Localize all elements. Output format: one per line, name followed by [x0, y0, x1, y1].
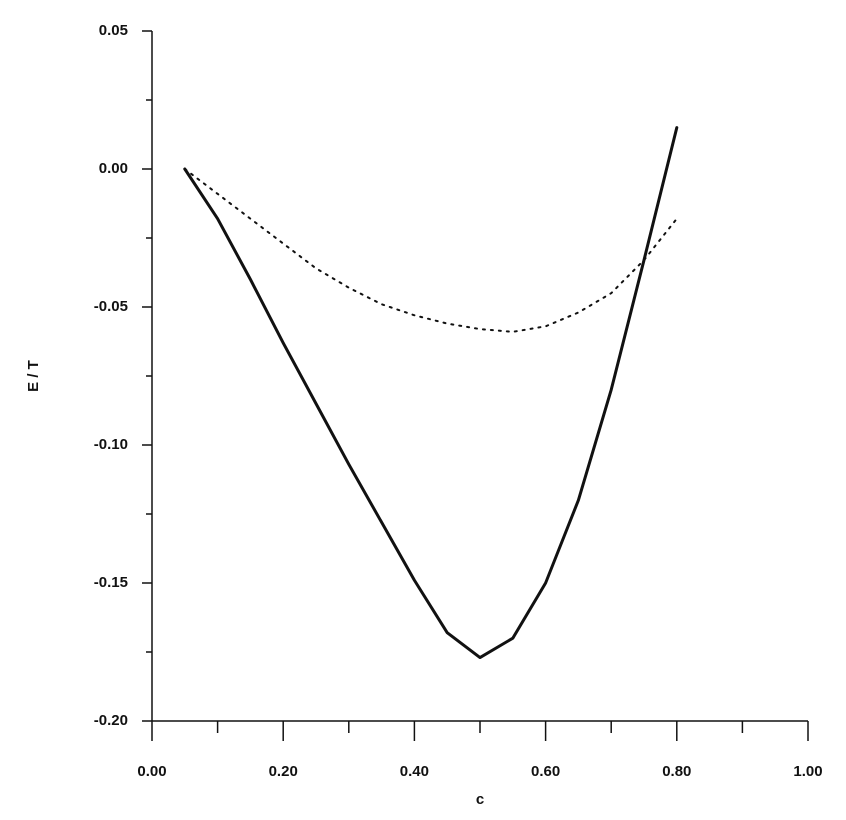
- x-tick-label: 0.80: [662, 763, 691, 780]
- series-line: [183, 126, 679, 660]
- x-tick-label: 0.20: [269, 763, 298, 780]
- x-tick-label: 0.60: [531, 763, 560, 780]
- y-axis-label: E / T: [25, 360, 42, 392]
- y-tick-label: -0.05: [94, 298, 128, 315]
- y-tick-label: 0.05: [99, 22, 128, 39]
- series-line: [183, 168, 678, 333]
- x-axis-label: c: [476, 791, 484, 808]
- x-tick-label: 1.00: [793, 763, 822, 780]
- y-tick-label: -0.15: [94, 574, 128, 591]
- y-tick-label: 0.00: [99, 160, 128, 177]
- y-tick-label: -0.10: [94, 436, 128, 453]
- x-tick-label: 0.00: [137, 763, 166, 780]
- y-tick-label: -0.20: [94, 712, 128, 729]
- x-tick-label: 0.40: [400, 763, 429, 780]
